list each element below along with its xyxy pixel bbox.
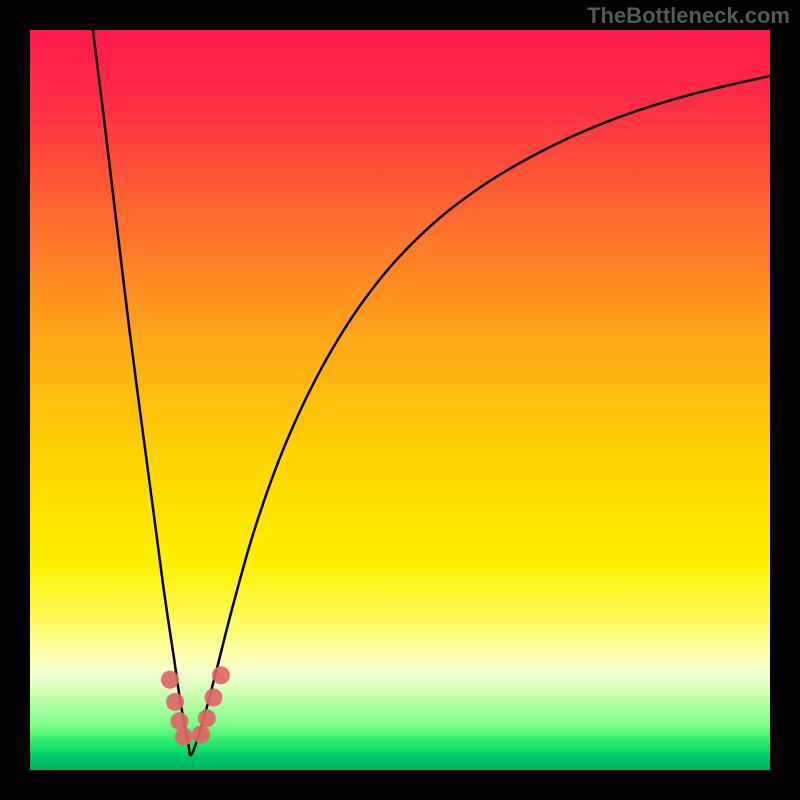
data-marker [175, 728, 193, 746]
plot-area [30, 30, 770, 770]
figure-root: TheBottleneck.com [0, 0, 800, 800]
data-marker [205, 688, 223, 706]
data-marker [212, 666, 230, 684]
data-marker [161, 671, 179, 689]
curve-layer [30, 30, 770, 770]
data-marker [192, 725, 210, 743]
marker-group [161, 666, 230, 745]
bottleneck-curve [93, 30, 770, 755]
watermark-text: TheBottleneck.com [587, 3, 790, 29]
data-marker [170, 712, 188, 730]
data-marker [198, 709, 216, 727]
data-marker [166, 693, 184, 711]
